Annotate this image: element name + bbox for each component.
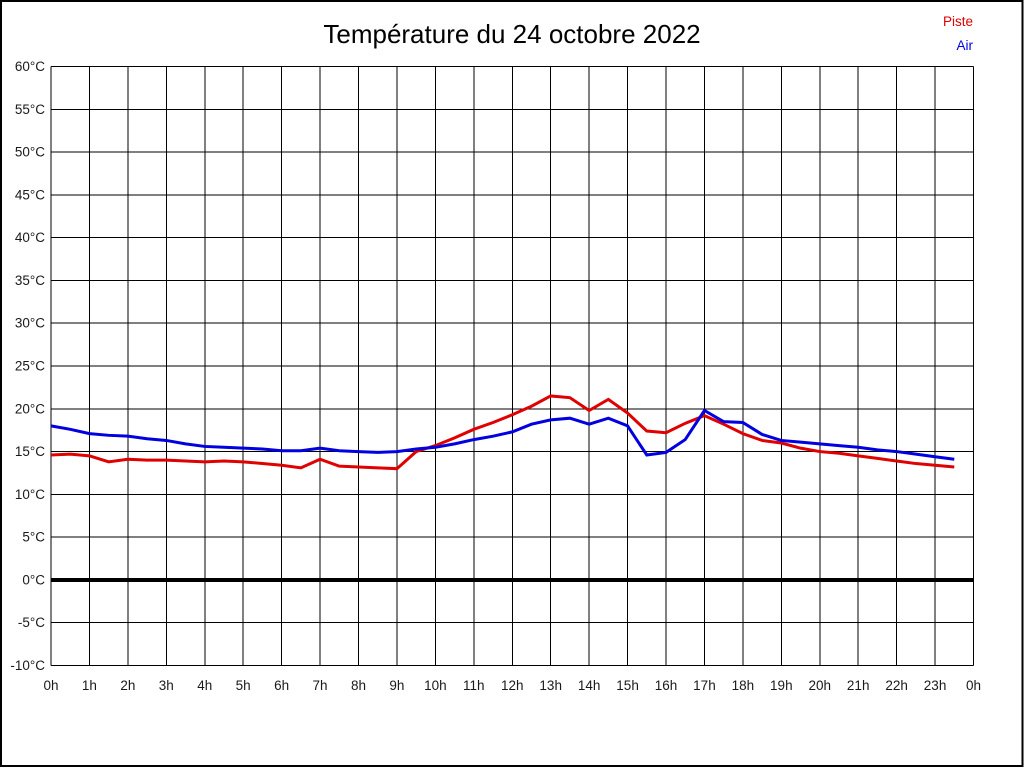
x-axis-label: 9h [389,678,404,693]
y-axis-label: 60°C [15,59,45,74]
y-axis-label: 35°C [15,273,45,288]
x-axis-label: 3h [159,678,174,693]
legend: Piste Air [943,10,973,58]
y-axis-label: 55°C [15,102,45,117]
x-axis-label: 12h [501,678,524,693]
x-axis-label: 5h [236,678,251,693]
x-axis-label: 8h [351,678,366,693]
x-axis-label: 0h [966,678,981,693]
x-axis-label: 6h [274,678,289,693]
x-axis-label: 20h [808,678,831,693]
y-axis-label: 5°C [22,530,45,545]
x-axis-label: 1h [82,678,97,693]
legend-label-piste: Piste [942,14,973,29]
legend-item-air: Air [943,34,974,58]
y-axis-label: 10°C [15,487,45,502]
y-axis-label: 20°C [15,401,45,416]
y-axis-label: 0°C [22,572,45,587]
x-axis-label: 13h [539,678,562,693]
y-axis-label: 15°C [15,444,45,459]
x-axis-label: 7h [313,678,328,693]
x-axis-label: 2h [120,678,135,693]
y-axis-label: 45°C [15,187,45,202]
y-axis-label: 40°C [15,230,45,245]
x-axis-label: 19h [770,678,793,693]
chart-title: Température du 24 octobre 2022 [323,19,701,49]
y-axis-label: -10°C [10,658,45,673]
y-axis-label: 30°C [15,316,45,331]
x-axis-label: 17h [693,678,716,693]
y-axis-label: -5°C [18,615,45,630]
air-line [50,408,955,461]
y-axis-label: 50°C [15,145,45,160]
x-axis-label: 11h [463,678,485,693]
x-axis-label: 14h [578,678,601,693]
x-axis-label: 4h [197,678,212,693]
x-axis-label: 16h [655,678,678,693]
legend-label-air: Air [956,38,974,53]
x-axis-label: 22h [885,678,908,693]
x-axis-label: 23h [924,678,947,693]
legend-item-piste: Piste [943,10,973,34]
x-axis-label: 10h [424,678,447,693]
y-axis-label: 25°C [15,359,45,374]
x-axis-label: 21h [847,678,870,693]
piste-line [50,394,955,471]
x-axis-label: 18h [732,678,755,693]
x-axis-label: 0h [43,678,58,693]
x-axis-label: 15h [616,678,639,693]
